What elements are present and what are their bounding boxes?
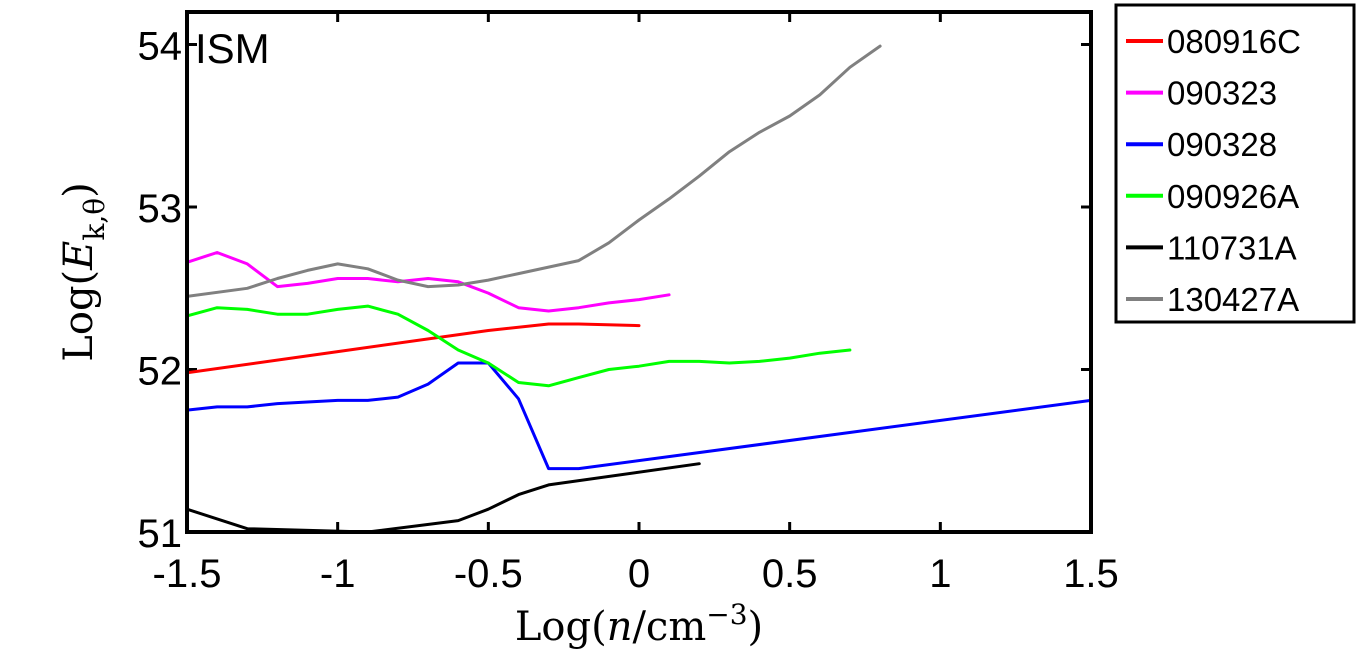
legend-box (1114, 3, 1356, 324)
plot-frame (185, 10, 1093, 534)
x-tick-label: 0 (628, 552, 650, 596)
series-line-080916C (187, 322, 641, 375)
series-line-130427A (187, 44, 882, 298)
series-line-090323 (187, 251, 671, 313)
x-tick-label: -1 (320, 552, 356, 596)
x-tick-label: 1.5 (1063, 552, 1119, 596)
x-tick-label: -0.5 (454, 552, 523, 596)
series-line-090328 (187, 361, 1091, 471)
x-tick-labels: -1.5 -1 -0.5 0 0.5 1 1.5 (153, 552, 1119, 596)
legend: 080916C 090323 090328 090926A 110731A 130427A (1114, 3, 1356, 324)
y-tick-labels: 51 52 53 54 (138, 25, 183, 557)
legend-label-110731A: 110731A (1167, 229, 1297, 266)
x-tick-label: -1.5 (153, 552, 222, 596)
legend-label-090328: 090328 (1167, 126, 1277, 163)
y-tick-label: 53 (138, 187, 183, 231)
legend-label-130427A: 130427A (1167, 281, 1299, 318)
y-axis-ticks (187, 43, 1091, 534)
series-layer (187, 44, 1091, 532)
panel-label: ISM (195, 25, 270, 72)
legend-label-080916C: 080916C (1167, 23, 1301, 60)
y-tick-label: 52 (138, 350, 183, 394)
y-tick-label: 54 (138, 25, 183, 69)
series-line-110731A (187, 462, 701, 532)
y-axis-title: Log(Ek,θ) (56, 182, 111, 361)
x-axis-title: Log(n/cm−3) (515, 598, 763, 650)
y-tick-label: 51 (138, 512, 183, 556)
x-tick-label: 1 (929, 552, 951, 596)
series-line-090926A (187, 304, 852, 388)
legend-label-090926A: 090926A (1167, 178, 1299, 215)
x-tick-label: 0.5 (762, 552, 818, 596)
legend-label-090323: 090323 (1167, 75, 1277, 112)
x-axis-ticks (185, 12, 1093, 532)
